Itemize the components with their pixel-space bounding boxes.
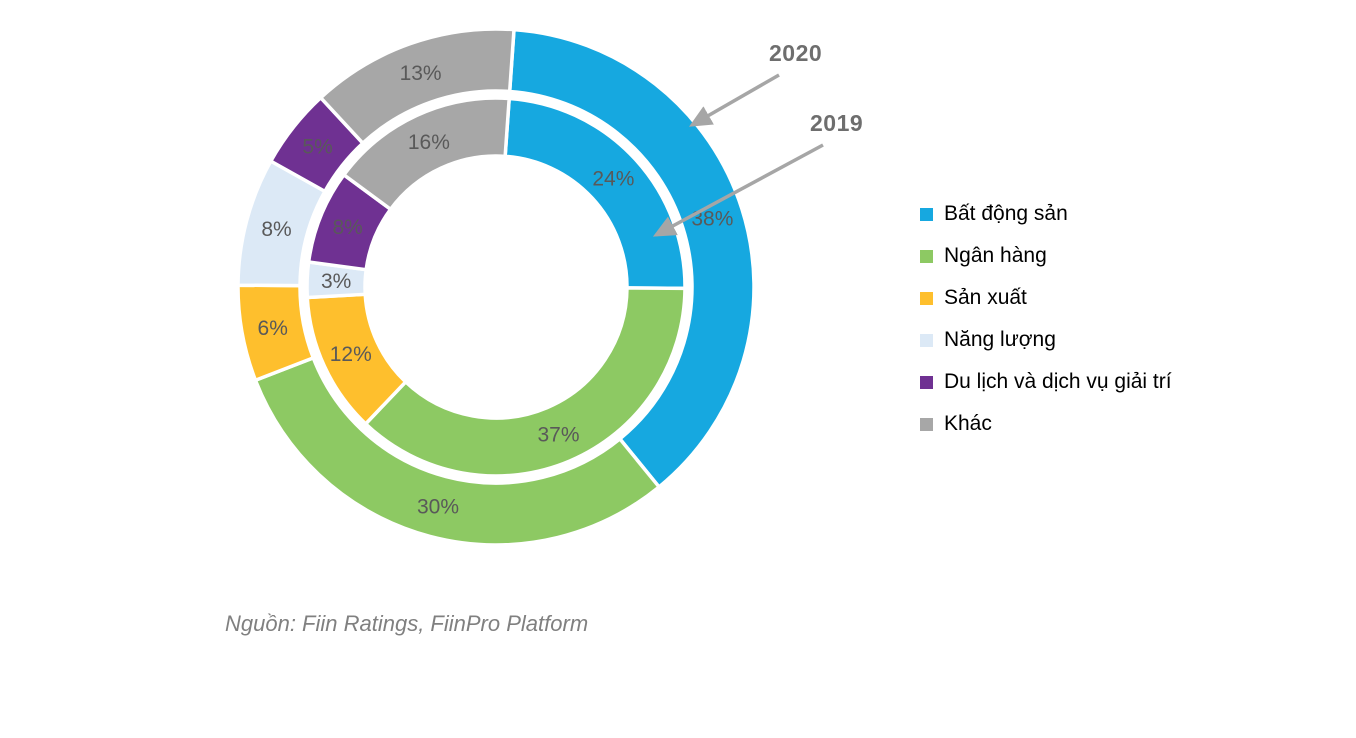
legend-swatch-icon <box>920 207 933 221</box>
outer-ring-year-label: 2020 <box>769 40 823 66</box>
legend-label: Bất động sản <box>944 202 1068 225</box>
legend-label: Du lịch và dịch vụ giải trí <box>944 370 1172 393</box>
donut-segment-2020-1 <box>253 356 661 547</box>
legend-item: Du lịch và dịch vụ giải trí <box>920 361 1172 403</box>
segment-value-label: 24% <box>592 167 634 190</box>
legend-swatch-icon <box>920 375 933 389</box>
legend-item: Sản xuất <box>920 277 1172 319</box>
segment-value-label: 30% <box>417 495 459 518</box>
segment-value-label: 16% <box>408 131 450 154</box>
segment-value-label: 5% <box>302 136 332 159</box>
segment-value-label: 38% <box>691 207 733 230</box>
donut-segment-2020-5 <box>318 27 516 145</box>
segment-value-label: 8% <box>332 216 362 239</box>
legend-label: Năng lượng <box>944 328 1056 351</box>
legend-item: Bất động sản <box>920 193 1172 235</box>
segment-value-label: 12% <box>330 343 372 366</box>
legend-swatch-icon <box>920 249 933 263</box>
legend-swatch-icon <box>920 417 933 431</box>
legend-label: Khác <box>944 412 992 435</box>
arrow-2020-to-outer-ring <box>688 73 780 127</box>
source-note: Nguồn: Fiin Ratings, FiinPro Platform <box>225 611 589 636</box>
segment-value-label: 8% <box>261 218 291 241</box>
segment-value-label: 13% <box>400 62 442 85</box>
legend-item: Ngân hàng <box>920 235 1172 277</box>
legend-item: Khác <box>920 403 1172 445</box>
segment-value-label: 3% <box>321 270 351 293</box>
inner-ring-year-label: 2019 <box>810 110 864 136</box>
donut-segment-2019-5 <box>342 96 511 212</box>
chart-legend: Bất động sản Ngân hàng Sản xuất Năng lượ… <box>920 193 1172 445</box>
donut-segment-2020-0 <box>507 27 756 489</box>
donut-segment-2019-1 <box>363 286 687 478</box>
legend-label: Sản xuất <box>944 286 1027 309</box>
legend-swatch-icon <box>920 333 933 347</box>
segment-value-label: 6% <box>258 317 288 340</box>
legend-swatch-icon <box>920 291 933 305</box>
segment-value-label: 37% <box>538 423 580 446</box>
legend-item: Năng lượng <box>920 319 1172 361</box>
legend-label: Ngân hàng <box>944 244 1047 267</box>
arrow-2019-to-inner-ring <box>652 143 824 237</box>
